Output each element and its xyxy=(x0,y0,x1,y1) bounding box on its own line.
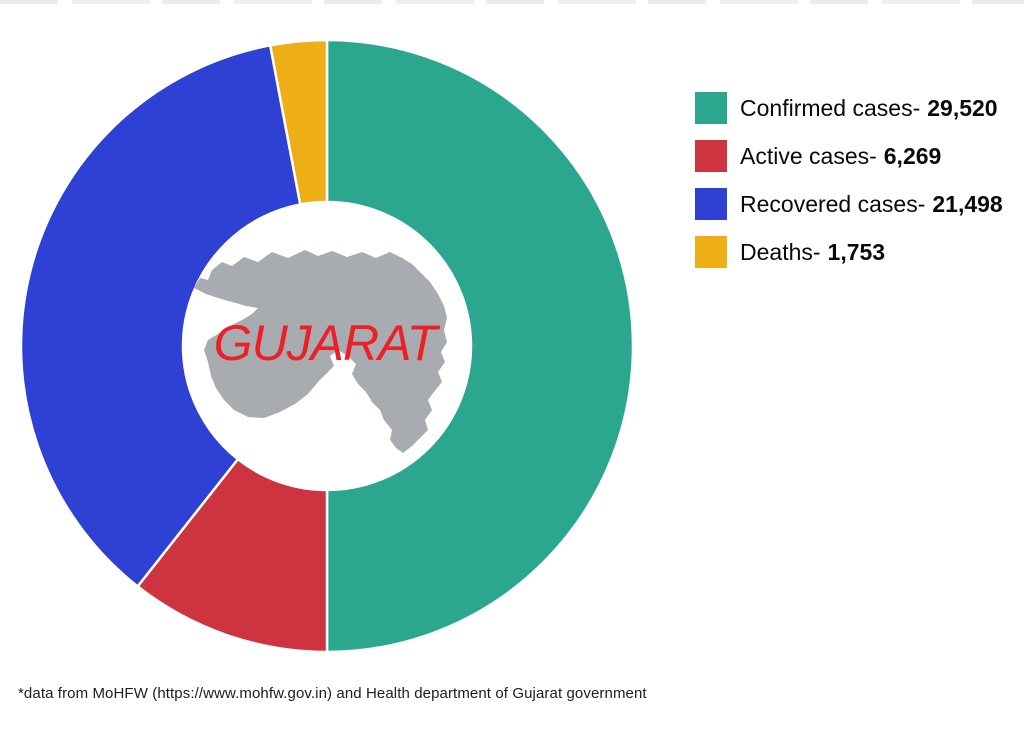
donut-segments-group xyxy=(19,38,635,654)
legend-item-deaths: Deaths- 1,753 xyxy=(695,236,1003,268)
legend-value-recovered: 21,498 xyxy=(932,191,1003,217)
legend-item-confirmed: Confirmed cases- 29,520 xyxy=(695,92,1003,124)
donut-segment-active xyxy=(136,457,329,654)
legend-item-recovered: Recovered cases- 21,498 xyxy=(695,188,1003,220)
cropped-text-artifact xyxy=(0,0,1024,4)
donut-segment-confirmed xyxy=(325,38,635,654)
gujarat-map-icon xyxy=(194,250,447,453)
legend-swatch-recovered xyxy=(695,188,727,220)
donut-segment-deaths xyxy=(268,38,329,206)
legend-item-active: Active cases- 6,269 xyxy=(695,140,1003,172)
legend-swatch-confirmed xyxy=(695,92,727,124)
legend-label-recovered: Recovered cases- xyxy=(740,191,926,217)
legend-swatch-deaths xyxy=(695,236,727,268)
legend-value-confirmed: 29,520 xyxy=(927,95,998,121)
donut-segment-recovered xyxy=(19,44,302,588)
legend-label-active: Active cases- xyxy=(740,143,877,169)
legend-label-confirmed: Confirmed cases- xyxy=(740,95,921,121)
legend-swatch-active xyxy=(695,140,727,172)
legend: Confirmed cases- 29,520 Active cases- 6,26… xyxy=(695,92,1003,284)
data-source-footnote: *data from MoHFW (https://www.mohfw.gov.… xyxy=(18,685,647,702)
center-state-label: GUJARAT xyxy=(214,315,441,371)
legend-label-deaths: Deaths- xyxy=(740,239,821,265)
legend-value-active: 6,269 xyxy=(883,143,942,169)
legend-value-deaths: 1,753 xyxy=(827,239,886,265)
map-group xyxy=(194,250,447,453)
